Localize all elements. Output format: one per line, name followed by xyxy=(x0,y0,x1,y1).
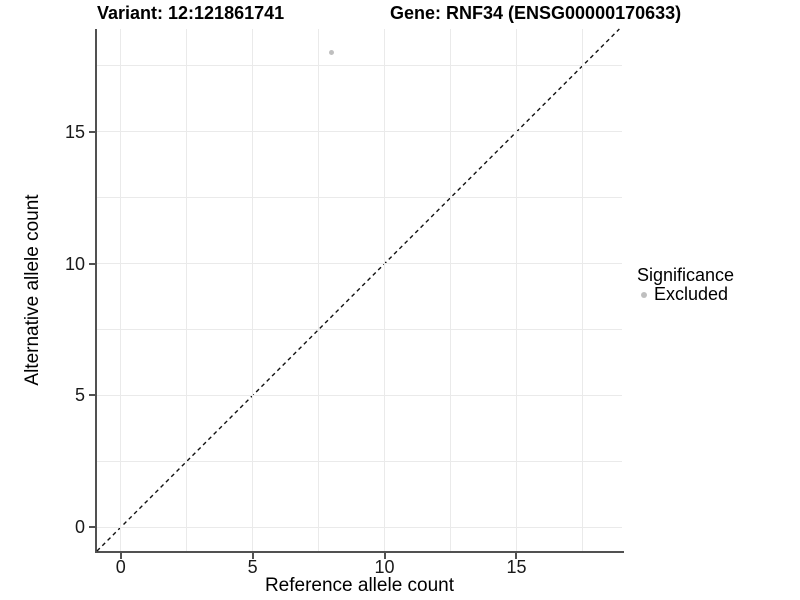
legend: Significance Excluded xyxy=(637,266,734,304)
legend-title: Significance xyxy=(637,265,735,285)
gridline-vertical xyxy=(450,29,452,551)
gridline-vertical xyxy=(252,29,254,551)
x-axis-tick-label: 10 xyxy=(374,557,395,577)
legend-item-excluded: Excluded xyxy=(637,285,734,304)
gridline-horizontal xyxy=(97,65,622,67)
x-axis-tick-label: 15 xyxy=(506,557,527,577)
y-axis-tick-label: 0 xyxy=(74,517,85,538)
x-axis-tick xyxy=(383,553,386,559)
y-axis-tick xyxy=(89,526,95,529)
gridline-vertical xyxy=(515,29,517,551)
gridline-horizontal xyxy=(97,526,622,528)
gridline-horizontal xyxy=(97,460,622,462)
x-axis-tick-label: 5 xyxy=(247,557,258,577)
gridline-horizontal xyxy=(97,197,622,199)
x-axis-tick xyxy=(251,553,254,559)
gridline-horizontal xyxy=(97,394,622,396)
y-axis-title: Alternative allele count xyxy=(22,194,43,386)
gridline-vertical xyxy=(186,29,188,551)
y-axis-tick xyxy=(89,394,95,397)
legend-item-label: Excluded xyxy=(654,284,729,304)
gridline-vertical xyxy=(581,29,583,551)
gridline-vertical xyxy=(384,29,386,551)
plot-title-gene: Gene: RNF34 (ENSG00000170633) xyxy=(390,3,682,23)
gridline-horizontal xyxy=(97,329,622,331)
gridline-vertical xyxy=(318,29,320,551)
y-axis-tick xyxy=(89,262,95,265)
x-axis-title: Reference allele count xyxy=(264,575,455,596)
excluded-point-icon xyxy=(641,292,647,298)
y-axis-tick-label: 10 xyxy=(64,253,85,274)
plot-title-variant: Variant: 12:121861741 xyxy=(97,3,285,23)
x-axis-tick xyxy=(515,553,518,559)
legend-key xyxy=(637,286,651,303)
y-axis-tick-label: 15 xyxy=(64,121,85,142)
x-axis-tick-label: 0 xyxy=(115,557,126,577)
plot-panel: Reference allele count Alternative allel… xyxy=(22,28,624,596)
identity-dashed-line xyxy=(96,28,620,552)
gridline-horizontal xyxy=(97,131,622,133)
y-axis-tick-label: 5 xyxy=(74,385,85,406)
x-axis-tick xyxy=(119,553,122,559)
gridline-vertical xyxy=(120,29,122,551)
data-point xyxy=(329,50,335,56)
identity-line-layer xyxy=(96,28,620,552)
gridline-horizontal xyxy=(97,263,622,265)
y-axis-tick xyxy=(89,130,95,133)
